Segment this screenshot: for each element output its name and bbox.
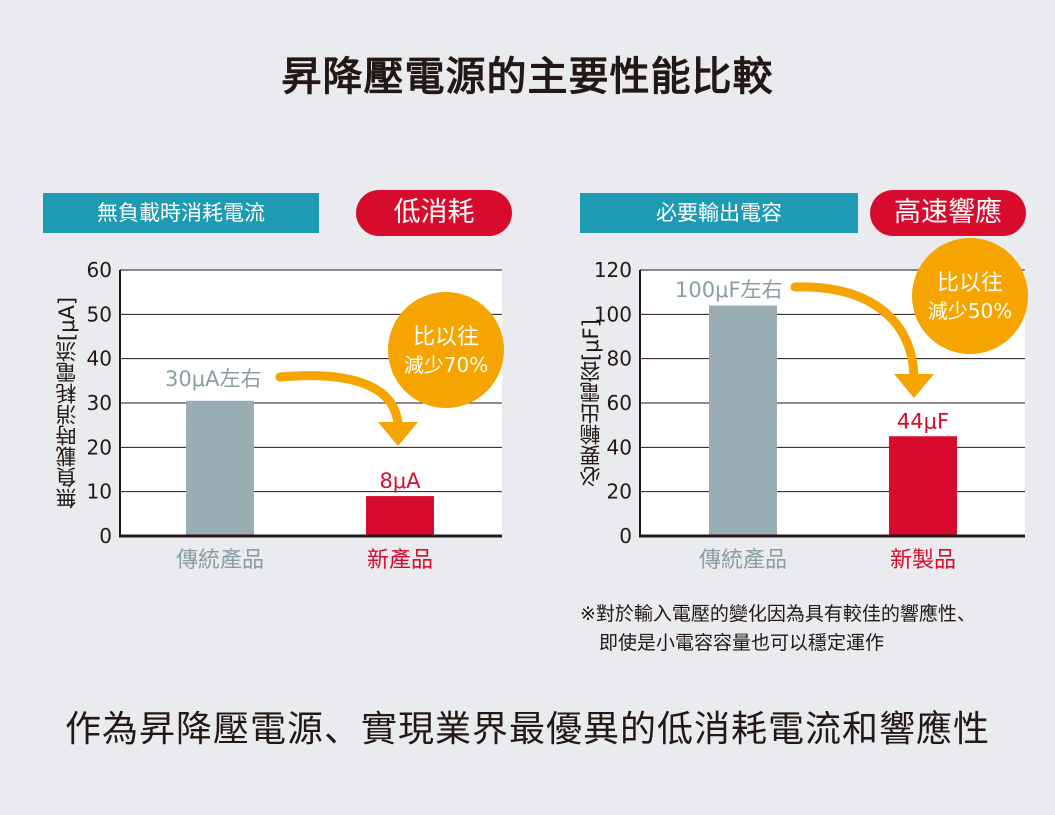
left-y-tick-label: 0: [99, 524, 112, 548]
right-annotation-conventional: 100μF左右: [675, 278, 783, 302]
footer-caption: 作為昇降壓電源、實現業界最優異的低消耗電流和響應性: [64, 709, 990, 750]
left-chart-badge: 低消耗: [356, 190, 512, 236]
footnote-line-2: 即使是小電容容量也可以穩定運作: [599, 632, 885, 654]
left-reduction-arrow: [275, 371, 403, 429]
right-reduction-arrow: [790, 282, 919, 381]
left-chart-tag: 無負載時消耗電流: [43, 193, 319, 233]
left-bar-new: [366, 496, 434, 536]
left-y-tick-label: 20: [87, 435, 112, 459]
right-bar-conventional: [709, 305, 777, 536]
right-chart-badge: 高速響應: [870, 190, 1026, 236]
left-x-tick-label: 新產品: [367, 548, 433, 573]
right-y-tick-label: 120: [594, 258, 632, 282]
left-annotation-new: 8μA: [379, 469, 421, 493]
right-chart: 0 20 40 60 80 100 120 傳統產品 新製品 100μF左右 44μF 比以往減少50…: [594, 238, 1028, 573]
left-y-tick-label: 10: [87, 480, 112, 504]
left-y-tick-label: 60: [87, 258, 112, 282]
left-reduction-circle: [388, 292, 504, 408]
right-y-tick-label: 80: [607, 347, 632, 371]
right-x-tick-label: 新製品: [890, 548, 956, 573]
page-title: 昇降壓電源的主要性能比較: [281, 54, 774, 100]
left-y-tick-label: 30: [87, 391, 112, 415]
left-circle-line-2: 減少70%: [404, 353, 488, 377]
right-x-tick-label: 傳統產品: [699, 548, 787, 573]
right-y-tick-label: 60: [607, 391, 632, 415]
left-y-tick-label: 40: [87, 347, 112, 371]
left-bar-conventional: [186, 400, 254, 536]
left-circle-line-1: 比以往: [413, 325, 479, 350]
left-y-tick-label: 50: [87, 302, 112, 326]
right-bar-new: [889, 436, 957, 536]
right-y-tick-label: 0: [619, 524, 632, 548]
footnote: ※對於輸入電壓的變化因為具有較佳的響應性、 即使是小電容容量也可以穩定運作: [580, 600, 976, 658]
footnote-line-1: ※對於輸入電壓的變化因為具有較佳的響應性、: [580, 603, 976, 625]
right-circle-line-1: 比以往: [937, 271, 1003, 296]
right-reduction-circle: [912, 238, 1028, 354]
right-y-tick-label: 40: [607, 435, 632, 459]
left-annotation-conventional: 30μA左右: [165, 367, 261, 391]
right-annotation-new: 44μF: [897, 409, 949, 433]
right-y-tick-label: 20: [607, 480, 632, 504]
right-chart-tag: 必要輸出電容: [580, 193, 858, 233]
right-y-tick-label: 100: [594, 302, 632, 326]
left-arrow-head: [378, 422, 418, 446]
left-x-tick-label: 傳統產品: [176, 548, 264, 573]
right-circle-line-2: 減少50%: [928, 299, 1012, 323]
right-arrow-head: [894, 374, 934, 398]
